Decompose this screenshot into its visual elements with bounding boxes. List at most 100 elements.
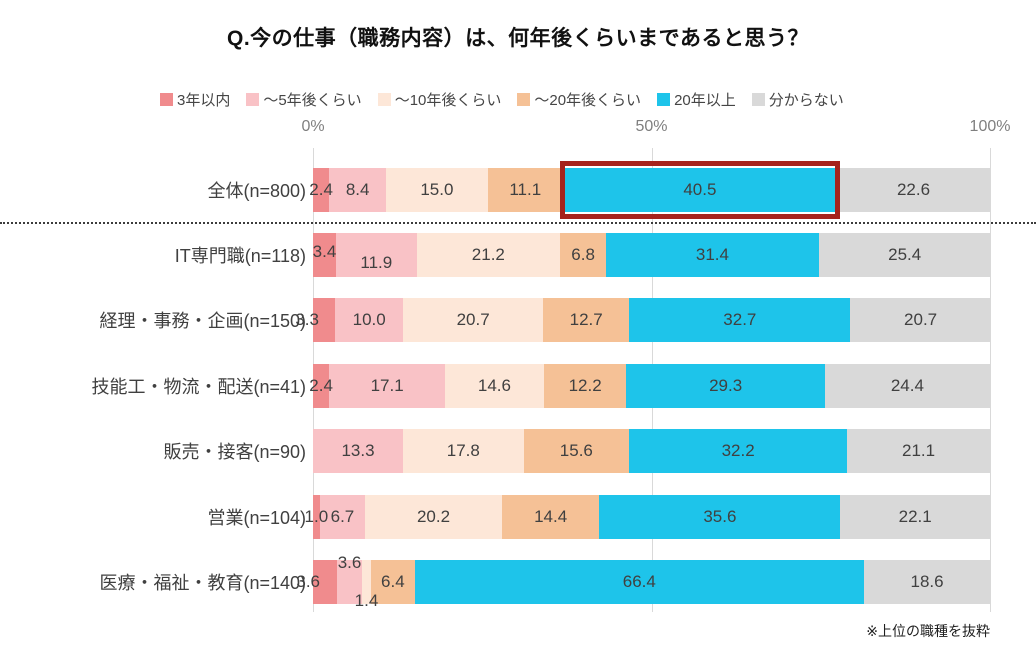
bar-segment-label: 14.6 bbox=[477, 375, 511, 395]
bar-segment bbox=[319, 494, 366, 539]
bar-segment bbox=[386, 167, 488, 212]
bar-segment bbox=[836, 167, 990, 212]
legend-label: 分からない bbox=[768, 92, 844, 109]
category-label: IT専門職(n=118) bbox=[174, 246, 306, 267]
bar-segment bbox=[365, 494, 502, 539]
legend-swatch-icon bbox=[751, 93, 765, 106]
bar-segment bbox=[850, 298, 991, 343]
legend-item: ～10年後くらい bbox=[377, 89, 501, 110]
legend-item: ～20年後くらい bbox=[517, 89, 641, 110]
gridline bbox=[990, 148, 991, 612]
bar-track: 3.6 3.6 1.4 6.4 66.4 18.6 bbox=[296, 549, 990, 614]
bar-segment bbox=[313, 494, 320, 539]
bar-segment bbox=[523, 429, 630, 474]
chart-title: Q.今の仕事（職務内容）は、何年後くらいまであると思う？ bbox=[227, 27, 809, 50]
bar-segment-label: 32.7 bbox=[723, 310, 757, 330]
legend-item: 3年以内 bbox=[160, 89, 230, 110]
category-label: 経理・事務・企画(n=150) bbox=[99, 311, 306, 332]
footnote: ※上位の職種を抜粋 bbox=[866, 623, 990, 639]
chart-row: 営業(n=104) 1.0 6.7 20.2 14.4 35.6 22.1 bbox=[0, 484, 1036, 549]
bar-segment bbox=[840, 494, 990, 539]
legend-swatch-icon bbox=[517, 93, 531, 106]
bar-segment-label: 11.9 bbox=[360, 253, 393, 273]
bar-segment bbox=[313, 429, 404, 474]
bar-segment-label: 10.0 bbox=[352, 310, 386, 330]
bar-segment bbox=[361, 560, 372, 605]
bar-segment bbox=[403, 298, 544, 343]
bar-segment-label: 32.2 bbox=[721, 441, 755, 461]
bar-segment bbox=[560, 233, 607, 278]
bar-segment-label: 20.7 bbox=[456, 310, 490, 330]
bar-segment bbox=[371, 560, 415, 605]
bar-segment-label: 17.1 bbox=[370, 375, 404, 395]
category-label: 全体(n=800) bbox=[207, 180, 306, 201]
bar-segment-label: 2.4 bbox=[309, 179, 333, 199]
bar-segment bbox=[487, 167, 563, 212]
bar-segment-label: 6.7 bbox=[330, 506, 355, 526]
bar-segment bbox=[864, 560, 990, 605]
bar-segment-label: 35.6 bbox=[703, 506, 737, 526]
stacked-bar bbox=[313, 233, 991, 278]
bar-segment bbox=[629, 429, 848, 474]
bar-segment bbox=[313, 560, 338, 605]
bar-segment bbox=[403, 429, 524, 474]
bar-segment-label: 40.5 bbox=[683, 179, 717, 199]
stacked-bar bbox=[313, 429, 990, 474]
bar-segment-label: 21.1 bbox=[902, 441, 936, 461]
bar-segment bbox=[313, 167, 330, 212]
bar-segment-label: 22.1 bbox=[898, 506, 932, 526]
axis-tick-label: 50% bbox=[635, 118, 668, 135]
chart-row: IT専門職(n=118) 3.4 11.9 21.2 6.8 31.4 25.4 bbox=[0, 222, 1036, 287]
category-label: 技能工・物流・配送(n=41) bbox=[91, 376, 306, 397]
legend-label: 3年以内 bbox=[177, 92, 231, 109]
bar-segment bbox=[416, 233, 561, 278]
bar-segment bbox=[606, 233, 819, 278]
bar-segment bbox=[562, 167, 837, 212]
bar-segment-label: 20.7 bbox=[904, 310, 938, 330]
legend-label: ～20年後くらい bbox=[534, 92, 642, 109]
bar-segment-label: 66.4 bbox=[622, 572, 656, 592]
chart-row: 技能工・物流・配送(n=41) 2.4 17.1 14.6 12.2 29.3 24.4 bbox=[0, 353, 1036, 418]
bar-segment bbox=[501, 494, 600, 539]
bar-track: 2.4 8.4 15.0 11.1 40.5 22.6 bbox=[309, 157, 990, 222]
highlight-box bbox=[559, 160, 840, 219]
axis-tick-label: 100% bbox=[969, 118, 1011, 135]
legend-item: 20年以上 bbox=[657, 89, 736, 110]
bar-segment-label: 3.6 bbox=[337, 553, 362, 573]
stacked-bar bbox=[313, 363, 990, 408]
bar-segment-label: 11.1 bbox=[509, 179, 542, 199]
stacked-bar bbox=[313, 167, 990, 212]
bar-segment-label: 1.0 bbox=[304, 506, 329, 526]
bar-segment-label: 21.2 bbox=[471, 245, 505, 265]
bar-segment-label: 12.7 bbox=[569, 310, 603, 330]
chart-row: 販売・接客(n=90) 13.3 17.8 15.6 32.2 21.1 bbox=[0, 419, 1036, 484]
bar-segment-label: 3.3 bbox=[295, 310, 319, 330]
bar-segment bbox=[847, 429, 990, 474]
chart-row: 全体(n=800) 2.4 8.4 15.0 11.1 40.5 22.6 bbox=[0, 157, 1036, 222]
bar-segment-label: 25.4 bbox=[888, 245, 922, 265]
bar-segment-label: 2.4 bbox=[309, 375, 333, 395]
bar-segment-label: 29.3 bbox=[709, 375, 743, 395]
bar-segment bbox=[313, 298, 336, 343]
bar-segment bbox=[337, 560, 362, 605]
legend-item: ～5年後くらい bbox=[246, 89, 362, 110]
axis-tick-label: 0% bbox=[301, 118, 325, 135]
bar-segment-label: 15.0 bbox=[420, 179, 454, 199]
bar-segment-label: 13.3 bbox=[341, 441, 375, 461]
bar-segment bbox=[313, 363, 330, 408]
bar-track: 3.3 10.0 20.7 12.7 32.7 20.7 bbox=[295, 288, 991, 353]
bar-segment bbox=[414, 560, 865, 605]
chart-row: 医療・福祉・教育(n=140) 3.6 3.6 1.4 6.4 66.4 18.6 bbox=[0, 549, 1036, 614]
bar-segment-label: 1.4 bbox=[354, 591, 379, 611]
legend-swatch-icon bbox=[657, 93, 671, 106]
bar-track: 2.4 17.1 14.6 12.2 29.3 24.4 bbox=[309, 353, 990, 418]
bar-segment-label: 24.4 bbox=[890, 375, 924, 395]
bar-segment-label: 17.8 bbox=[446, 441, 480, 461]
category-label: 販売・接客(n=90) bbox=[163, 442, 306, 463]
bar-segment bbox=[824, 363, 990, 408]
legend: 3年以内 ～5年後くらい ～10年後くらい ～20年後くらい 20年以上 分からない bbox=[160, 89, 844, 110]
bar-segment-label: 18.6 bbox=[910, 572, 944, 592]
stacked-bar bbox=[313, 494, 990, 539]
bar-segment bbox=[329, 167, 387, 212]
